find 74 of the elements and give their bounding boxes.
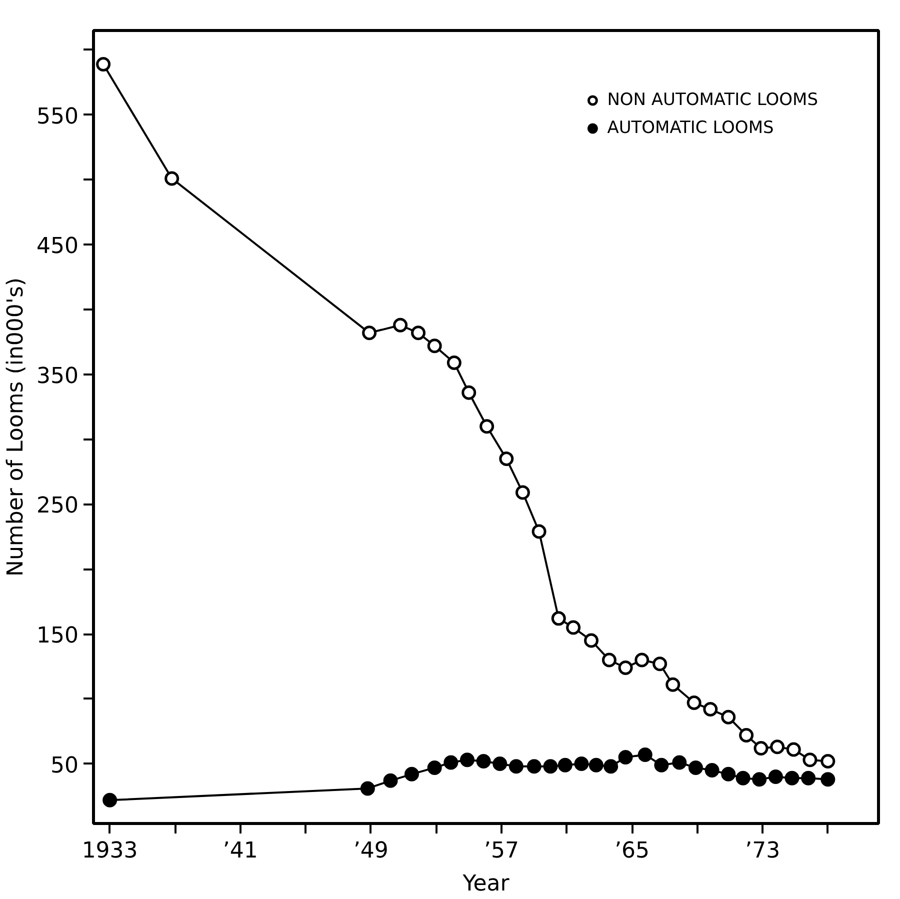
point: [446, 356, 462, 370]
x-tick-label: 1933: [82, 838, 138, 864]
point: [492, 756, 508, 772]
y-tick-label: 250: [36, 494, 79, 519]
point: [770, 740, 785, 754]
point: [444, 755, 458, 770]
point: [96, 57, 111, 72]
point: [672, 755, 687, 770]
point: [654, 758, 669, 772]
point: [558, 758, 572, 772]
point: [476, 754, 491, 768]
point: [721, 710, 736, 724]
point: [411, 326, 426, 340]
point: [574, 756, 589, 772]
point: [360, 781, 375, 796]
point: [566, 620, 581, 635]
point: [666, 677, 680, 692]
point: [736, 770, 750, 786]
point: [652, 656, 668, 672]
point: [508, 759, 524, 774]
point: [164, 171, 180, 186]
point: [427, 760, 442, 775]
point: [602, 652, 616, 668]
point: [703, 702, 718, 717]
point: [393, 318, 408, 332]
point: [802, 752, 818, 768]
x-tick-label: ’73: [745, 838, 780, 864]
point: [543, 759, 558, 774]
x-tick-label: ’49: [353, 838, 388, 864]
point: [739, 728, 754, 742]
x-tick-label: ’57: [484, 838, 520, 864]
point: [820, 754, 836, 768]
point: [588, 758, 604, 772]
point: [551, 611, 566, 626]
point: [526, 759, 542, 774]
point: [462, 385, 476, 400]
y-tick-label: 350: [36, 364, 79, 389]
point: [688, 760, 703, 775]
point: [638, 747, 652, 762]
point: [784, 770, 800, 786]
point: [499, 452, 514, 466]
point: [604, 759, 618, 774]
point: [383, 773, 398, 788]
point: [752, 772, 767, 787]
point: [532, 524, 546, 539]
point: [515, 485, 530, 500]
y-tick-label: 550: [36, 104, 79, 130]
point: [820, 772, 836, 787]
point: [634, 652, 650, 668]
y-tick-label: 150: [36, 624, 79, 649]
point: [460, 752, 474, 768]
x-axis-title: Year: [462, 872, 510, 896]
point: [686, 696, 702, 710]
y-axis-title: Number of Looms (in000's): [4, 278, 29, 576]
point: [618, 660, 633, 675]
point: [618, 750, 633, 765]
legend-label: NON AUTOMATIC LOOMS: [607, 90, 818, 110]
point: [404, 766, 419, 782]
point: [480, 419, 494, 434]
x-tick-label: ’41: [222, 838, 258, 864]
x-tick-label: ’65: [614, 838, 650, 864]
y-tick-label: 50: [50, 753, 79, 778]
point: [786, 742, 801, 757]
legend-label: AUTOMATIC LOOMS: [607, 118, 774, 138]
point: [584, 633, 599, 648]
y-tick-label: 450: [36, 234, 79, 260]
point: [704, 763, 720, 778]
point: [768, 770, 783, 784]
point: [721, 766, 736, 782]
point: [362, 326, 377, 340]
point: [801, 770, 816, 786]
point: [102, 792, 118, 808]
point: [754, 740, 768, 756]
point: [427, 338, 442, 354]
